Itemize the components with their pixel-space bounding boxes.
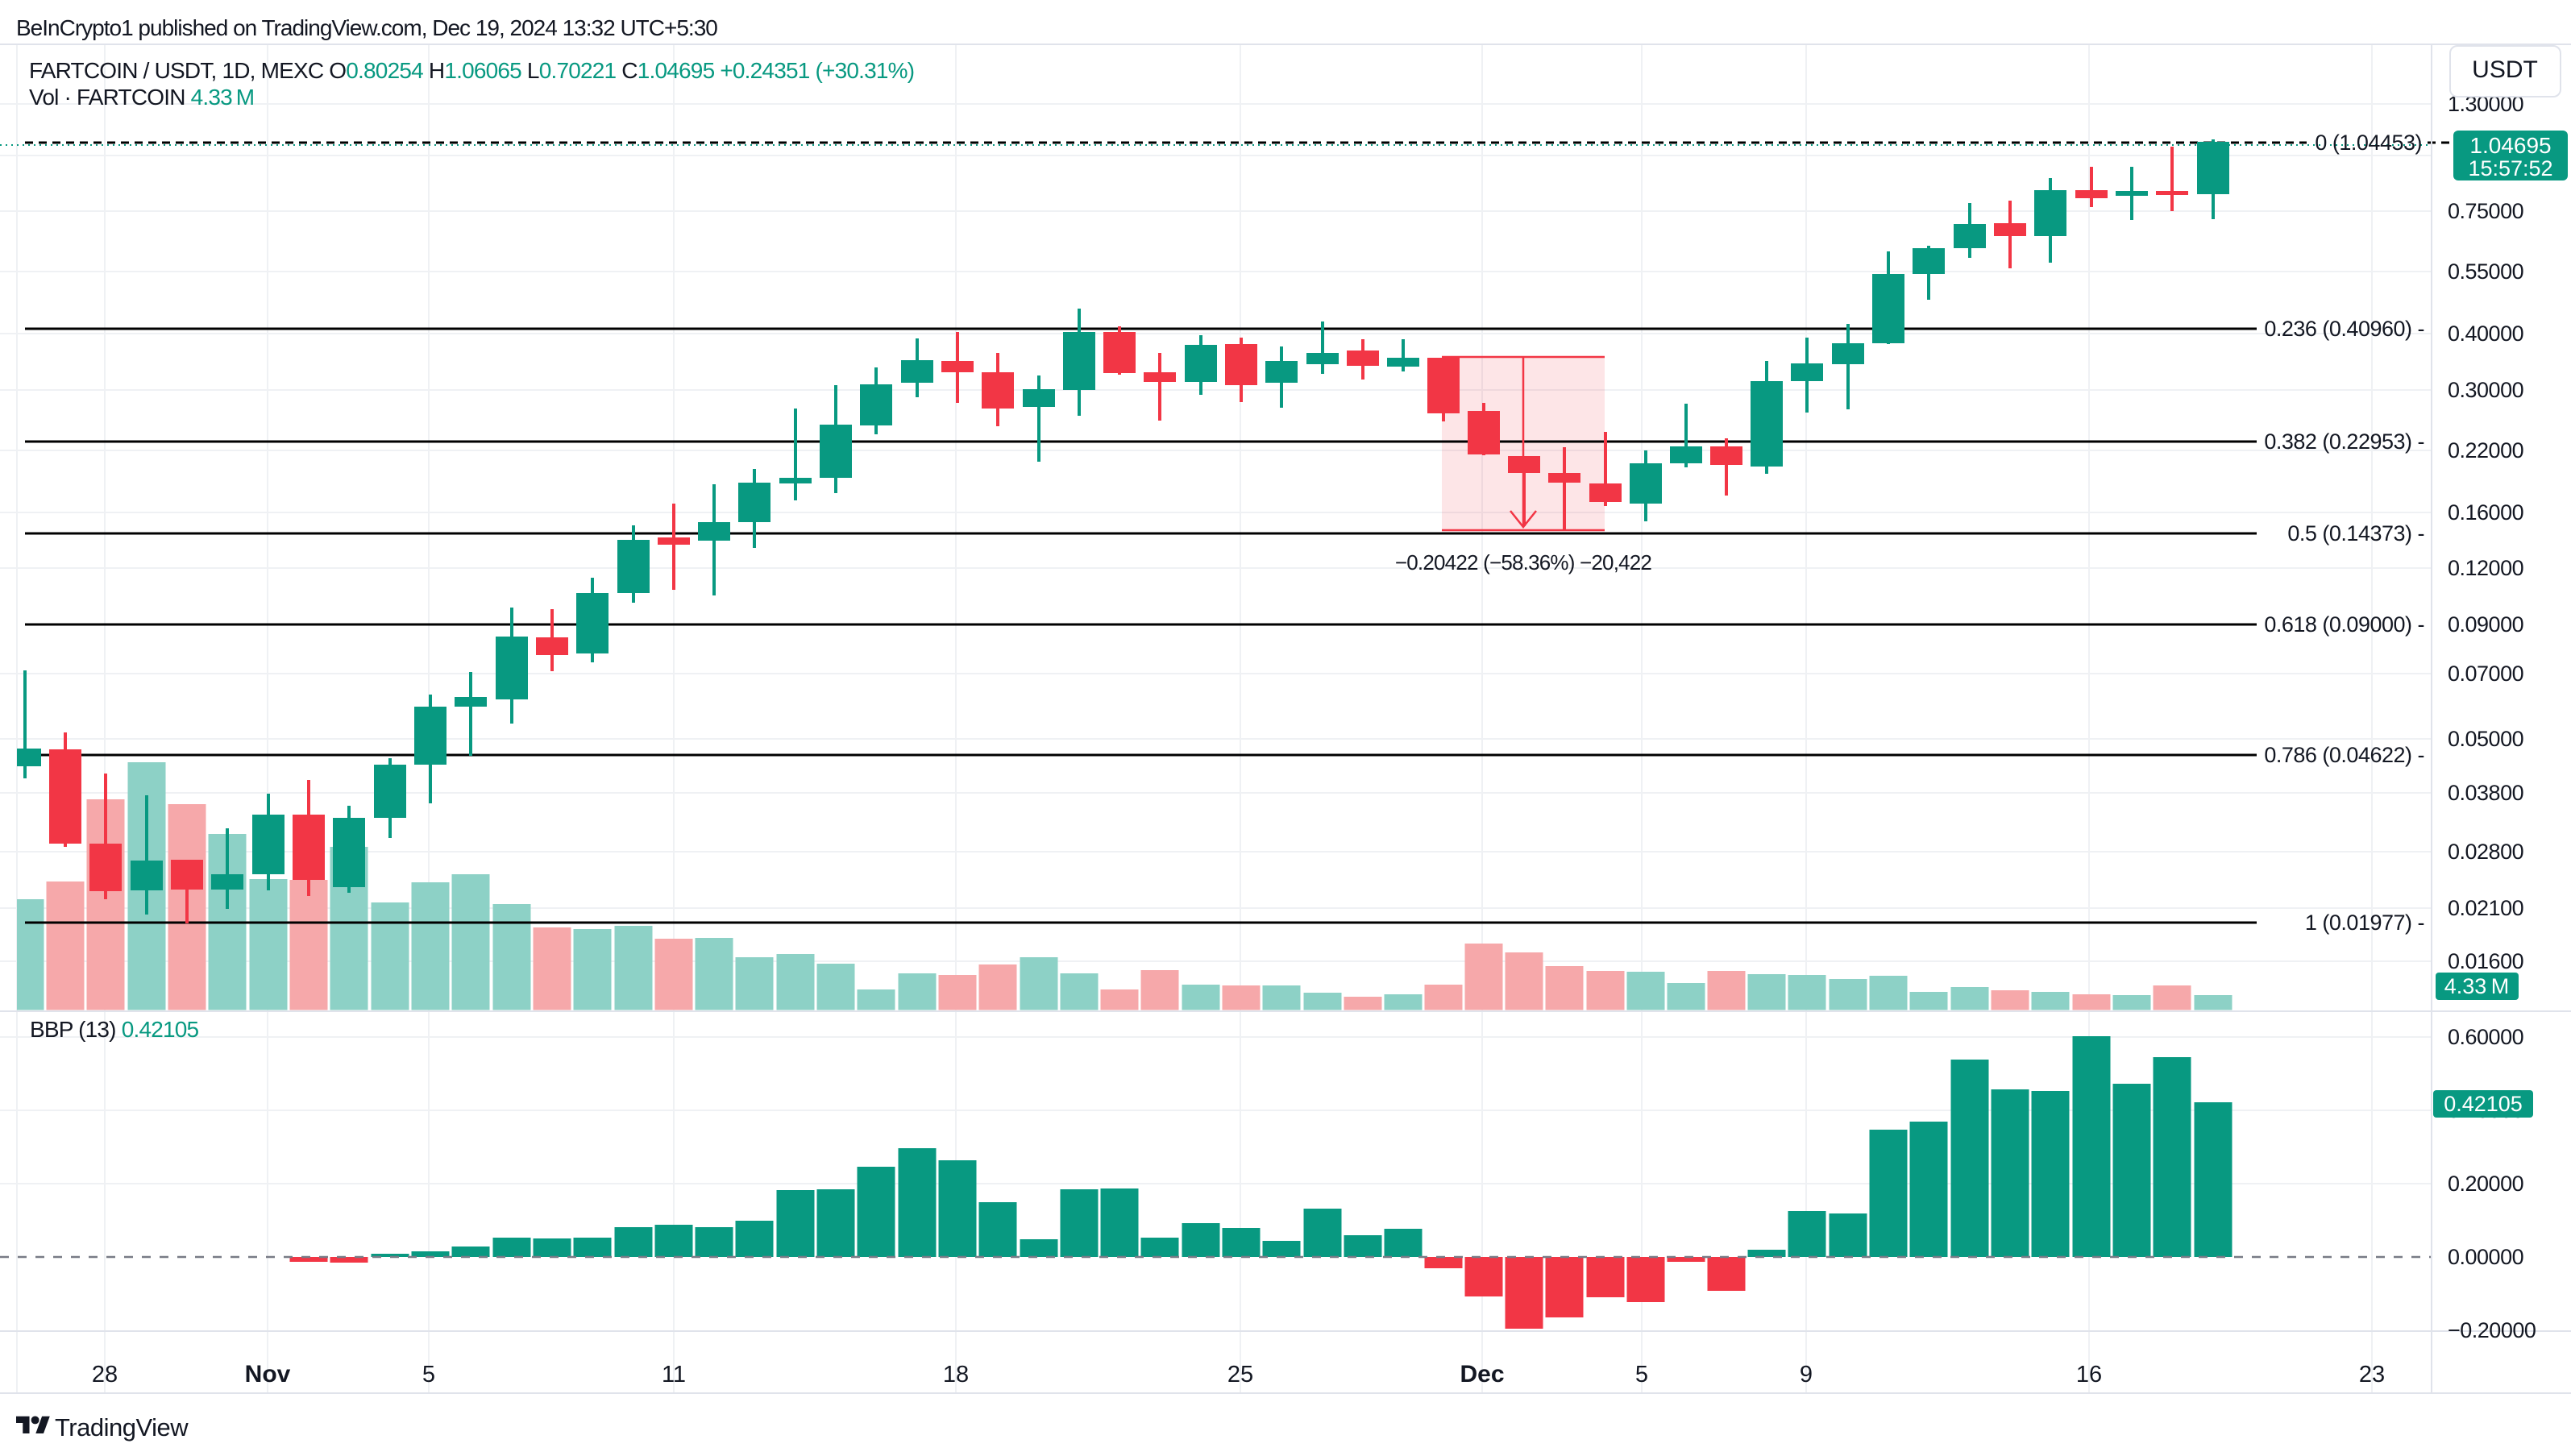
svg-text:Dec: Dec	[1460, 1361, 1504, 1388]
svg-text:0.12000: 0.12000	[2448, 556, 2523, 580]
svg-text:BBP (13) 0.42105: BBP (13) 0.42105	[30, 1017, 199, 1042]
svg-text:FARTCOIN / USDT, 1D, MEXC O0.: FARTCOIN / USDT, 1D, MEXC O0.80254 H1.06…	[29, 58, 914, 83]
svg-text:0.03800: 0.03800	[2448, 781, 2523, 805]
svg-text:0.786 (0.04622) -: 0.786 (0.04622) -	[2264, 743, 2424, 767]
svg-text:BeInCrypto1 published on Tradi: BeInCrypto1 published on TradingView.com…	[16, 15, 717, 40]
svg-text:23: 23	[2359, 1362, 2385, 1388]
svg-text:0.01600: 0.01600	[2448, 949, 2523, 973]
svg-text:−0.20422 (−58.36%) −20,422: −0.20422 (−58.36%) −20,422	[1395, 550, 1652, 575]
svg-text:5: 5	[422, 1362, 435, 1388]
svg-text:−0.20000: −0.20000	[2448, 1318, 2536, 1342]
svg-text:5: 5	[1635, 1362, 1648, 1388]
svg-text:0.05000: 0.05000	[2448, 727, 2523, 751]
svg-text:16: 16	[2076, 1362, 2102, 1388]
svg-text:Nov: Nov	[245, 1361, 291, 1388]
svg-text:USDT: USDT	[2472, 56, 2538, 83]
svg-text:0.22000: 0.22000	[2448, 438, 2523, 463]
svg-text:0.02800: 0.02800	[2448, 840, 2523, 864]
svg-text:0.618 (0.09000) -: 0.618 (0.09000) -	[2264, 612, 2424, 637]
svg-text:0.00000: 0.00000	[2448, 1245, 2523, 1269]
svg-text:0 (1.04453): 0 (1.04453)	[2315, 131, 2422, 155]
svg-text:0.42105: 0.42105	[2444, 1092, 2523, 1116]
svg-text:25: 25	[1227, 1362, 1253, 1388]
svg-text:1 (0.01977) -: 1 (0.01977) -	[2305, 911, 2424, 935]
svg-text:0.5 (0.14373) -: 0.5 (0.14373) -	[2287, 521, 2424, 545]
svg-text:0.16000: 0.16000	[2448, 500, 2523, 525]
svg-text:9: 9	[1800, 1362, 1813, 1388]
svg-text:0.09000: 0.09000	[2448, 612, 2523, 637]
svg-text:0.40000: 0.40000	[2448, 321, 2523, 346]
svg-text:0.02100: 0.02100	[2448, 896, 2523, 920]
svg-text:TradingView: TradingView	[55, 1413, 189, 1441]
svg-text:0.382 (0.22953) -: 0.382 (0.22953) -	[2264, 429, 2424, 454]
svg-text:4.33 M: 4.33 M	[2444, 974, 2509, 998]
svg-text:18: 18	[943, 1362, 969, 1388]
svg-text:0.236 (0.40960) -: 0.236 (0.40960) -	[2264, 317, 2424, 341]
svg-text:28: 28	[92, 1362, 118, 1388]
svg-text:0.55000: 0.55000	[2448, 259, 2523, 284]
svg-text:11: 11	[662, 1362, 686, 1388]
svg-text:0.60000: 0.60000	[2448, 1025, 2523, 1049]
svg-text:0.20000: 0.20000	[2448, 1172, 2523, 1196]
svg-text:0.30000: 0.30000	[2448, 378, 2523, 402]
svg-text:Vol · FARTCOIN 4.33 M: Vol · FARTCOIN 4.33 M	[29, 85, 254, 110]
svg-text:0.07000: 0.07000	[2448, 662, 2523, 686]
svg-text:1.04695: 1.04695	[2469, 133, 2551, 158]
svg-text:0.75000: 0.75000	[2448, 199, 2523, 223]
svg-text:15:57:52: 15:57:52	[2468, 156, 2552, 180]
